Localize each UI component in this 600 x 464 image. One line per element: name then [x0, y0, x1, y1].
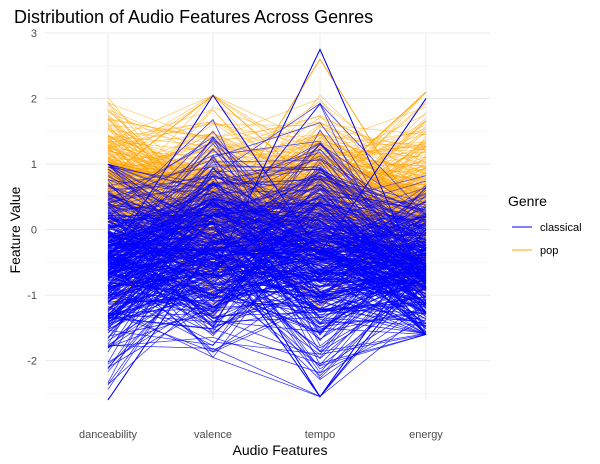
series-line-pop [107, 141, 427, 178]
series-line-classical [107, 184, 427, 295]
series-line-classical [107, 205, 427, 312]
x-tick-label: energy [409, 429, 443, 441]
x-axis-title: Audio Features [233, 442, 328, 458]
series-line-classical [107, 183, 427, 363]
series-line-classical [107, 192, 427, 266]
series-line-classical [107, 192, 427, 288]
series-line-pop [107, 154, 427, 223]
series-classical-lines-overlay [107, 48, 427, 401]
series-line-classical [107, 223, 427, 398]
series-line-classical [107, 310, 427, 397]
y-tick-label: 2 [31, 94, 37, 106]
legend-label-pop: pop [540, 245, 558, 257]
x-tick-label: tempo [305, 429, 336, 441]
series-line-classical [107, 212, 427, 342]
y-tick-label: -2 [27, 356, 37, 368]
series-line-classical [107, 197, 427, 283]
series-line-classical [107, 197, 427, 260]
series-line-classical [107, 208, 427, 274]
series-line-classical [107, 269, 427, 309]
y-axis-ticks: -2 -1 0 1 2 3 [27, 28, 37, 368]
series-line-pop [107, 116, 427, 196]
series-line-classical [107, 215, 427, 309]
series-line-classical [107, 215, 427, 259]
series-line-classical [107, 261, 427, 325]
series-line-classical [107, 240, 427, 278]
series-line-classical [107, 252, 427, 330]
series-line-classical [107, 163, 427, 228]
y-tick-label: -1 [27, 290, 37, 302]
y-tick-label: 3 [31, 28, 37, 40]
series-line-classical [107, 185, 427, 323]
x-tick-label: danceability [79, 429, 138, 441]
series-line-classical [107, 230, 427, 257]
series-line-classical [107, 205, 427, 290]
series-line-classical [107, 208, 427, 272]
series-line-classical [107, 219, 427, 379]
legend-label-classical: classical [540, 222, 582, 234]
series-line-classical [107, 243, 427, 385]
series-line-classical [107, 180, 427, 256]
legend-title: Genre [508, 193, 547, 209]
series-line-classical [107, 176, 427, 283]
series-line-classical [107, 243, 427, 294]
x-axis-ticks: danceability valence tempo energy [79, 429, 443, 441]
series-line-classical [107, 94, 427, 260]
x-tick-label: valence [194, 429, 232, 441]
y-axis-title: Feature Value [7, 186, 23, 273]
series-line-classical [107, 167, 427, 325]
series-line-classical [107, 171, 427, 267]
series-line-classical [107, 156, 427, 299]
series-line-classical [107, 189, 427, 272]
legend: Genre classical pop [508, 193, 582, 257]
series-line-pop [107, 145, 427, 203]
series-line-classical [107, 245, 427, 401]
series-line-classical [107, 254, 427, 287]
chart-title: Distribution of Audio Features Across Ge… [14, 7, 373, 27]
series-line-pop [107, 110, 427, 205]
series-line-classical [107, 247, 427, 374]
y-tick-label: 0 [31, 225, 37, 237]
series-line-classical [107, 231, 427, 319]
series-line-classical [107, 310, 427, 397]
series-line-classical [107, 273, 427, 398]
series-line-classical [107, 199, 427, 337]
series-line-classical [107, 48, 427, 289]
series-line-classical [107, 255, 427, 289]
series-line-classical [107, 200, 427, 276]
series-line-classical [107, 199, 427, 347]
series-line-classical [107, 136, 427, 283]
series-line-pop [107, 94, 427, 170]
series-line-pop [107, 91, 427, 191]
series-line-classical [107, 182, 427, 269]
series-line-classical [107, 232, 427, 367]
y-tick-label: 1 [31, 159, 37, 171]
series-line-pop [107, 123, 427, 147]
series-line-classical [107, 233, 427, 288]
